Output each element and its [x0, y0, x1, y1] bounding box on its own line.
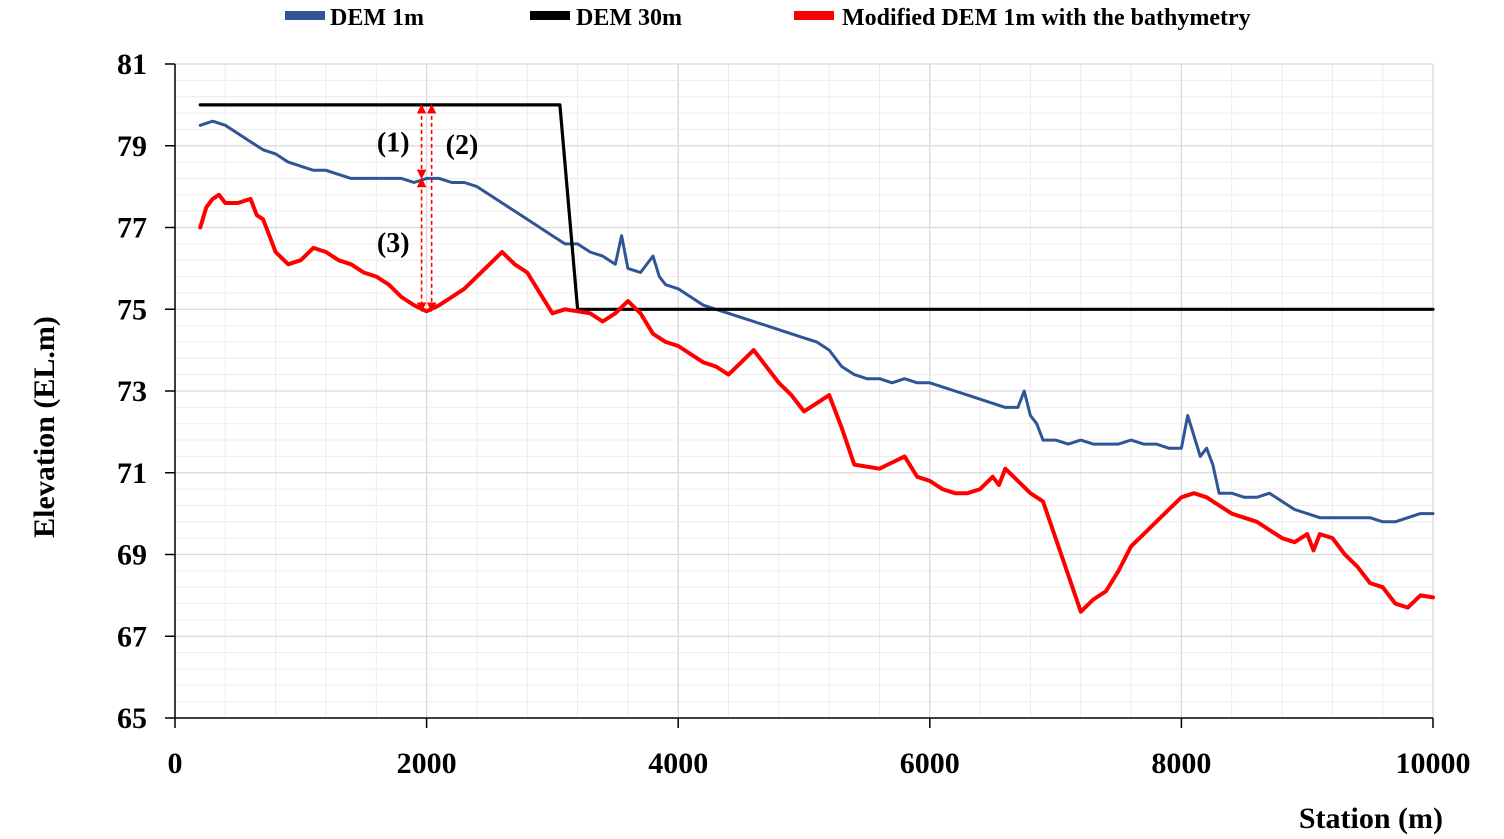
x-tick-labels: 0 2000 4000 6000 8000 10000	[168, 747, 1471, 780]
annotation-label: (3)	[377, 228, 410, 259]
x-tick-label: 0	[168, 747, 183, 780]
y-tick-label: 65	[117, 702, 147, 735]
annotation-label: (1)	[377, 128, 410, 159]
legend: DEM 1m DEM 30m Modified DEM 1m with the …	[285, 5, 1251, 31]
x-tick-label: 2000	[397, 747, 457, 780]
x-tick-label: 10000	[1396, 747, 1471, 780]
legend-label-dem-1m: DEM 1m	[330, 5, 424, 31]
series-line-dem-30m	[198, 103, 1435, 311]
y-tick-label: 79	[117, 130, 147, 163]
y-tick-label: 75	[117, 293, 147, 326]
x-tick-label: 4000	[648, 747, 708, 780]
y-axis-title: Elevation (EL.m)	[28, 316, 61, 538]
legend-swatch-dem-1m	[285, 11, 325, 20]
x-tick-label: 8000	[1151, 747, 1211, 780]
x-tick-label: 6000	[900, 747, 960, 780]
y-tick-label: 71	[117, 457, 147, 490]
legend-label-dem-30m: DEM 30m	[576, 5, 682, 31]
series-line-modified-dem-1m-with-the-bathymetry	[198, 192, 1435, 614]
y-tick-label: 69	[117, 539, 147, 572]
gridlines	[174, 63, 1434, 718]
y-tick-labels: 65 67 69 71 73 75 77 79 81	[117, 48, 147, 735]
axes	[165, 63, 1434, 728]
x-axis-title: Station (m)	[1299, 802, 1443, 835]
series-line-dem-1m	[198, 119, 1435, 524]
y-tick-label: 77	[117, 212, 147, 245]
y-tick-label: 67	[117, 620, 147, 653]
annotations: (1) (2) (3)	[377, 104, 479, 313]
legend-label-modified-dem: Modified DEM 1m with the bathymetry	[842, 5, 1251, 31]
legend-swatch-dem-30m	[530, 11, 570, 20]
y-tick-label: 81	[117, 48, 147, 81]
legend-swatch-modified-dem	[794, 11, 834, 20]
y-tick-label: 73	[117, 375, 147, 408]
annotation-label: (2)	[446, 130, 479, 161]
